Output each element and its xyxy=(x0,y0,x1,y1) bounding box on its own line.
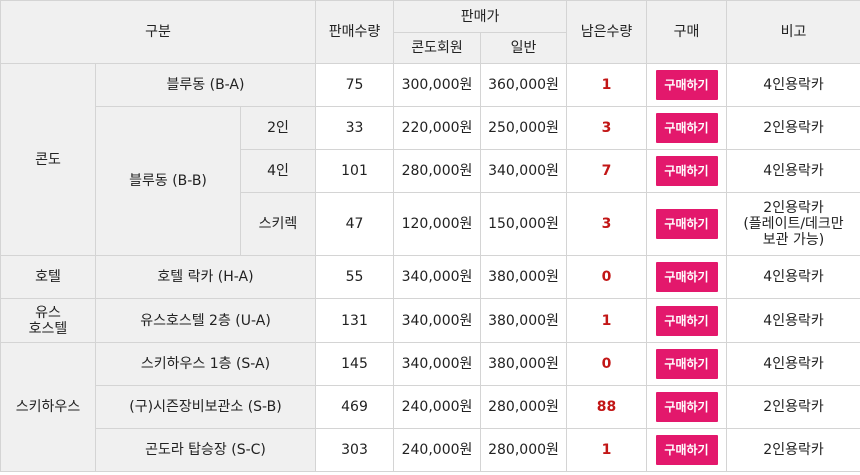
note: 4인용락카 xyxy=(726,298,860,343)
note: 4인용락카 xyxy=(726,255,860,299)
note: 4인용락카 xyxy=(726,149,860,193)
table-row: 유스 호스텔 유스호스텔 2층 (U-A) 131 340,000원 380,0… xyxy=(0,298,860,343)
sales-qty: 131 xyxy=(315,298,394,343)
item-subtype: 스키렉 xyxy=(240,192,316,256)
remaining-qty: 0 xyxy=(566,342,648,386)
sales-qty: 75 xyxy=(315,63,394,107)
table-row: 블루동 (B-B) 2인 33 220,000원 250,000원 3 구매하기… xyxy=(1,106,860,256)
group-hotel: 호텔 xyxy=(0,255,96,299)
group-youth-hostel: 유스 호스텔 xyxy=(0,298,96,343)
header-general: 일반 xyxy=(479,32,568,64)
buy-button[interactable]: 구매하기 xyxy=(655,262,718,292)
member-price: 240,000원 xyxy=(393,385,481,429)
remaining-qty: 1 xyxy=(566,63,648,107)
note-line: 2인용락카 xyxy=(763,200,824,216)
member-price: 340,000원 xyxy=(393,298,481,343)
sales-qty: 101 xyxy=(315,149,394,193)
general-price: 150,000원 xyxy=(479,192,568,256)
group-label-line: 호스텔 xyxy=(28,320,68,337)
sales-qty: 469 xyxy=(315,385,394,429)
note-line: (플레이트/데크만 xyxy=(743,216,844,232)
table-row: 곤도라 탑승장 (S-C) 303 240,000원 280,000원 1 구매… xyxy=(1,428,860,472)
general-price: 250,000원 xyxy=(479,106,568,150)
header-sales-qty: 판매수량 xyxy=(315,0,394,64)
general-price: 360,000원 xyxy=(479,63,568,107)
note: 2인용락카 (플레이트/데크만 보관 가능) xyxy=(726,192,860,256)
general-price: 380,000원 xyxy=(479,298,568,343)
general-price: 280,000원 xyxy=(479,428,568,472)
header-note: 비고 xyxy=(726,0,860,64)
remaining-qty: 88 xyxy=(566,385,648,429)
general-price: 380,000원 xyxy=(479,342,568,386)
buy-button[interactable]: 구매하기 xyxy=(655,113,718,143)
general-price: 340,000원 xyxy=(479,149,568,193)
sales-qty: 303 xyxy=(315,428,394,472)
item-name: 유스호스텔 2층 (U-A) xyxy=(95,298,316,343)
remaining-qty: 1 xyxy=(566,298,648,343)
note-line: 보관 가능) xyxy=(762,232,825,248)
table-row: 콘도 블루동 (B-A) 75 300,000원 360,000원 1 구매하기… xyxy=(0,63,860,256)
remaining-qty: 3 xyxy=(566,192,648,256)
item-name: (구)시즌장비보관소 (S-B) xyxy=(95,385,316,429)
note: 4인용락카 xyxy=(726,342,860,386)
member-price: 340,000원 xyxy=(393,342,481,386)
buy-button[interactable]: 구매하기 xyxy=(655,305,718,336)
group-label-line: 유스 xyxy=(35,304,61,321)
item-subtype: 4인 xyxy=(240,149,316,193)
sales-qty: 47 xyxy=(315,192,394,256)
member-price: 280,000원 xyxy=(393,149,481,193)
note: 4인용락카 xyxy=(726,63,860,107)
table-row: 호텔 호텔 락카 (H-A) 55 340,000원 380,000원 0 구매… xyxy=(0,255,860,299)
member-price: 340,000원 xyxy=(393,255,481,299)
table-row: 4인 101 280,000원 340,000원 7 구매하기 4인용락카 xyxy=(1,149,860,193)
table-row: (구)시즌장비보관소 (S-B) 469 240,000원 280,000원 8… xyxy=(1,385,860,429)
general-price: 380,000원 xyxy=(479,255,568,299)
member-price: 220,000원 xyxy=(393,106,481,150)
header-buy: 구매 xyxy=(646,0,728,64)
header-condo-member: 콘도회원 xyxy=(393,32,481,64)
member-price: 240,000원 xyxy=(393,428,481,472)
item-name: 곤도라 탑승장 (S-C) xyxy=(95,428,316,472)
item-name: 호텔 락카 (H-A) xyxy=(95,255,316,299)
member-price: 300,000원 xyxy=(393,63,481,107)
remaining-qty: 1 xyxy=(566,428,648,472)
group-condo: 콘도 xyxy=(0,63,96,256)
header-category: 구분 xyxy=(0,0,316,64)
table-row: 스키하우스 스키하우스 1층 (S-A) 145 340,000원 380,00… xyxy=(0,342,860,472)
remaining-qty: 0 xyxy=(566,255,648,299)
item-name: 블루동 (B-B) xyxy=(95,106,241,256)
item-name: 블루동 (B-A) xyxy=(95,63,316,107)
buy-button[interactable]: 구매하기 xyxy=(655,209,718,239)
sales-qty: 145 xyxy=(315,342,394,386)
sales-qty: 55 xyxy=(315,255,394,299)
item-name: 스키하우스 1층 (S-A) xyxy=(95,342,316,386)
buy-button[interactable]: 구매하기 xyxy=(655,156,718,186)
buy-button[interactable]: 구매하기 xyxy=(655,349,718,379)
header-remaining: 남은수량 xyxy=(566,0,648,64)
sales-qty: 33 xyxy=(315,106,394,150)
buy-button[interactable]: 구매하기 xyxy=(655,435,718,465)
header-price: 판매가 xyxy=(392,0,568,33)
buy-button[interactable]: 구매하기 xyxy=(655,392,718,422)
note: 2인용락카 xyxy=(726,385,860,429)
remaining-qty: 3 xyxy=(566,106,648,150)
group-ski-house: 스키하우스 xyxy=(0,342,96,472)
member-price: 120,000원 xyxy=(393,192,481,256)
note: 2인용락카 xyxy=(726,106,860,150)
item-subtype: 2인 xyxy=(240,106,316,150)
buy-button[interactable]: 구매하기 xyxy=(655,70,718,100)
general-price: 280,000원 xyxy=(479,385,568,429)
remaining-qty: 7 xyxy=(566,149,648,193)
note: 2인용락카 xyxy=(726,428,860,472)
